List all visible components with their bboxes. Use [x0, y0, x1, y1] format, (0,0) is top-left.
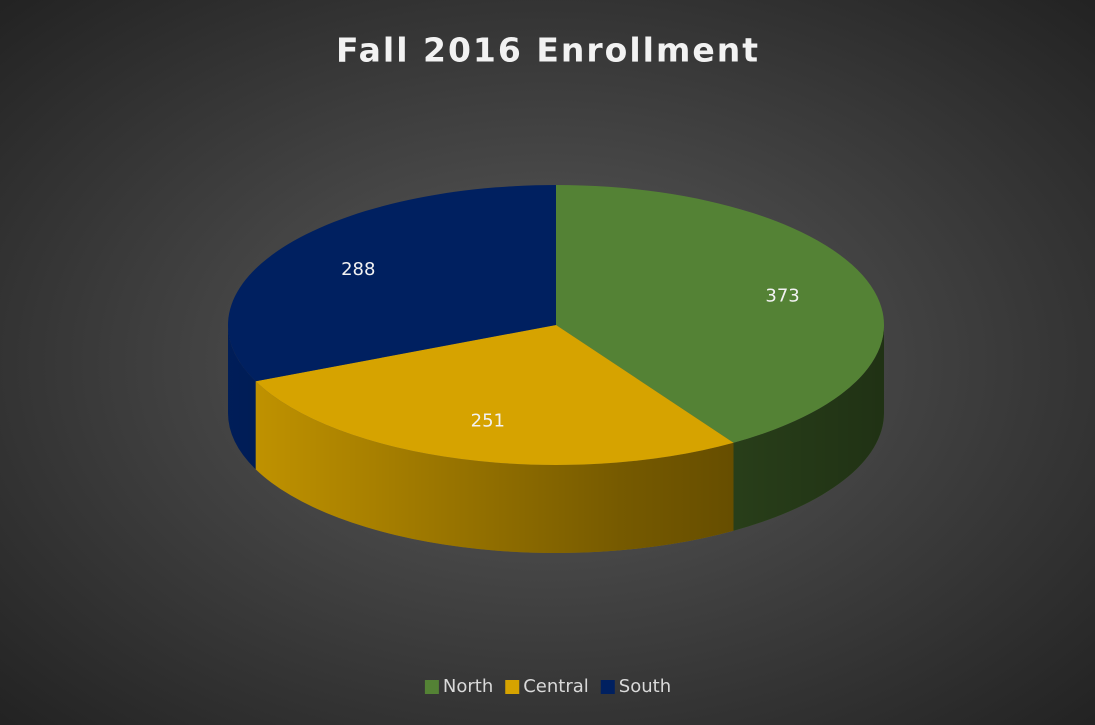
legend-swatch	[424, 680, 439, 694]
legend-swatch	[505, 680, 520, 694]
legend-label: South	[619, 676, 671, 697]
slice-side-shade	[228, 325, 256, 470]
slice	[556, 185, 884, 443]
slice-side-shade	[733, 325, 884, 531]
data-label: 288	[341, 259, 375, 280]
legend-label: Central	[523, 676, 589, 697]
legend-label: North	[443, 676, 493, 697]
legend-swatch	[600, 680, 615, 694]
slice	[255, 325, 734, 465]
chart-title: Fall 2016 Enrollment	[336, 31, 760, 70]
slice	[227, 185, 556, 382]
legend: North Central South	[424, 676, 671, 697]
data-label: 373	[765, 286, 799, 307]
data-label: 251	[471, 411, 505, 432]
slice-side-shade	[255, 381, 734, 553]
